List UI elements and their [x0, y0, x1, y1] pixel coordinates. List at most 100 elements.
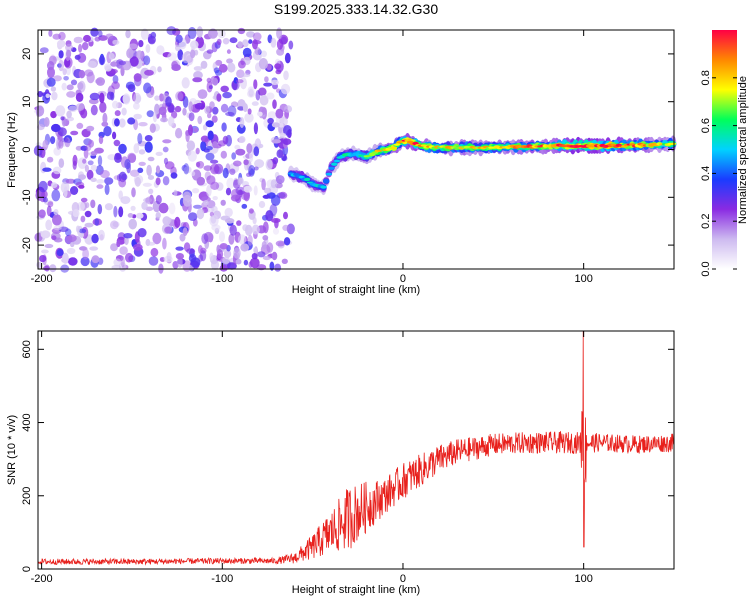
y-tick-label: 600: [21, 340, 33, 358]
noise-blob: [248, 86, 255, 94]
noise-blob: [284, 237, 290, 245]
noise-blob: [197, 208, 205, 219]
noise-blob: [86, 126, 94, 132]
noise-blob: [67, 84, 74, 90]
noise-blob: [45, 220, 52, 231]
noise-blob: [118, 206, 123, 217]
noise-blob: [191, 171, 196, 176]
noise-blob: [61, 83, 66, 91]
noise-blob: [38, 181, 47, 192]
noise-blob: [266, 159, 273, 170]
noise-blob: [219, 231, 225, 242]
noise-blob: [76, 226, 80, 233]
noise-blob: [156, 165, 160, 173]
snr-xlabel: Height of straight line (km): [292, 584, 420, 596]
noise-blob: [207, 49, 214, 53]
noise-blob: [175, 128, 182, 139]
noise-blob: [100, 170, 110, 178]
noise-blob: [133, 244, 143, 251]
noise-blob: [127, 117, 135, 124]
noise-blob: [209, 253, 213, 261]
noise-blob: [206, 120, 214, 127]
noise-blob: [171, 64, 181, 71]
noise-blob: [283, 212, 288, 220]
noise-blob: [259, 144, 264, 148]
noise-blob: [206, 146, 213, 150]
ridge-cell: [304, 178, 310, 181]
noise-blob: [139, 149, 146, 154]
noise-blob: [272, 99, 277, 109]
y-tick-label: 20: [21, 48, 33, 60]
noise-blob: [99, 102, 106, 113]
noise-blob: [183, 96, 189, 108]
noise-blob: [193, 205, 202, 209]
colorbar-tick-label: 0.8: [700, 70, 712, 85]
noise-blob: [270, 204, 278, 216]
noise-blob: [112, 101, 119, 109]
noise-blob: [254, 185, 258, 195]
noise-blob: [67, 248, 76, 254]
noise-blob: [47, 206, 52, 217]
noise-blob: [137, 133, 142, 144]
noise-blob: [121, 174, 127, 181]
noise-blob: [188, 124, 193, 136]
noise-blob: [282, 225, 289, 231]
noise-blob: [42, 168, 51, 172]
noise-blob: [231, 152, 236, 159]
noise-blob: [211, 224, 220, 231]
noise-blob: [98, 155, 102, 166]
noise-blob: [285, 53, 291, 64]
noise-blob: [274, 63, 281, 69]
x-tick-label: -100: [211, 573, 233, 585]
ridge-cell: [323, 180, 329, 183]
noise-blob: [57, 40, 66, 48]
noise-blob: [273, 157, 278, 164]
noise-blob: [201, 61, 208, 69]
noise-blob: [115, 110, 121, 116]
noise-blob: [151, 248, 159, 257]
ridge-cell: [394, 144, 400, 146]
noise-blob: [248, 235, 253, 246]
noise-blob: [227, 49, 231, 54]
colorbar-tick-label: 0.2: [700, 214, 712, 229]
noise-blob: [256, 90, 261, 101]
noise-blob: [84, 69, 93, 76]
noise-blob: [114, 154, 122, 163]
noise-blob: [66, 91, 76, 98]
noise-blob: [175, 35, 182, 43]
noise-blob: [217, 39, 222, 45]
noise-blob: [253, 79, 257, 89]
spectrogram-xlabel: Height of straight line (km): [292, 284, 420, 296]
noise-blob: [139, 162, 146, 166]
noise-blob: [213, 196, 218, 200]
figure: S199.2025.333.14.32.G30 -200 -100 0 100 -20-…: [0, 0, 750, 600]
noise-blob: [53, 167, 62, 175]
noise-blob: [221, 104, 228, 113]
noise-blob: [159, 107, 167, 116]
noise-blob: [220, 86, 229, 93]
noise-blob: [51, 92, 57, 101]
noise-blob: [85, 202, 89, 208]
noise-blob: [221, 151, 227, 159]
x-tick-label: -200: [31, 273, 53, 285]
noise-blob: [148, 36, 156, 45]
noise-blob: [47, 78, 56, 87]
noise-blob: [96, 77, 105, 86]
noise-blob: [59, 50, 64, 58]
noise-blob: [128, 213, 134, 218]
noise-blob: [236, 259, 242, 265]
noise-blob: [147, 242, 155, 246]
noise-blob: [113, 258, 121, 266]
noise-blob: [79, 246, 86, 250]
noise-blob: [44, 117, 50, 127]
noise-blob: [119, 118, 126, 127]
ridge-cell: [328, 167, 334, 170]
noise-blob: [49, 56, 57, 66]
noise-blob: [210, 164, 219, 175]
noise-blob: [63, 68, 67, 75]
noise-blob: [219, 64, 228, 73]
noise-blob: [169, 203, 176, 215]
noise-blob: [51, 86, 56, 91]
noise-blob: [134, 143, 140, 153]
noise-blob: [249, 208, 254, 213]
